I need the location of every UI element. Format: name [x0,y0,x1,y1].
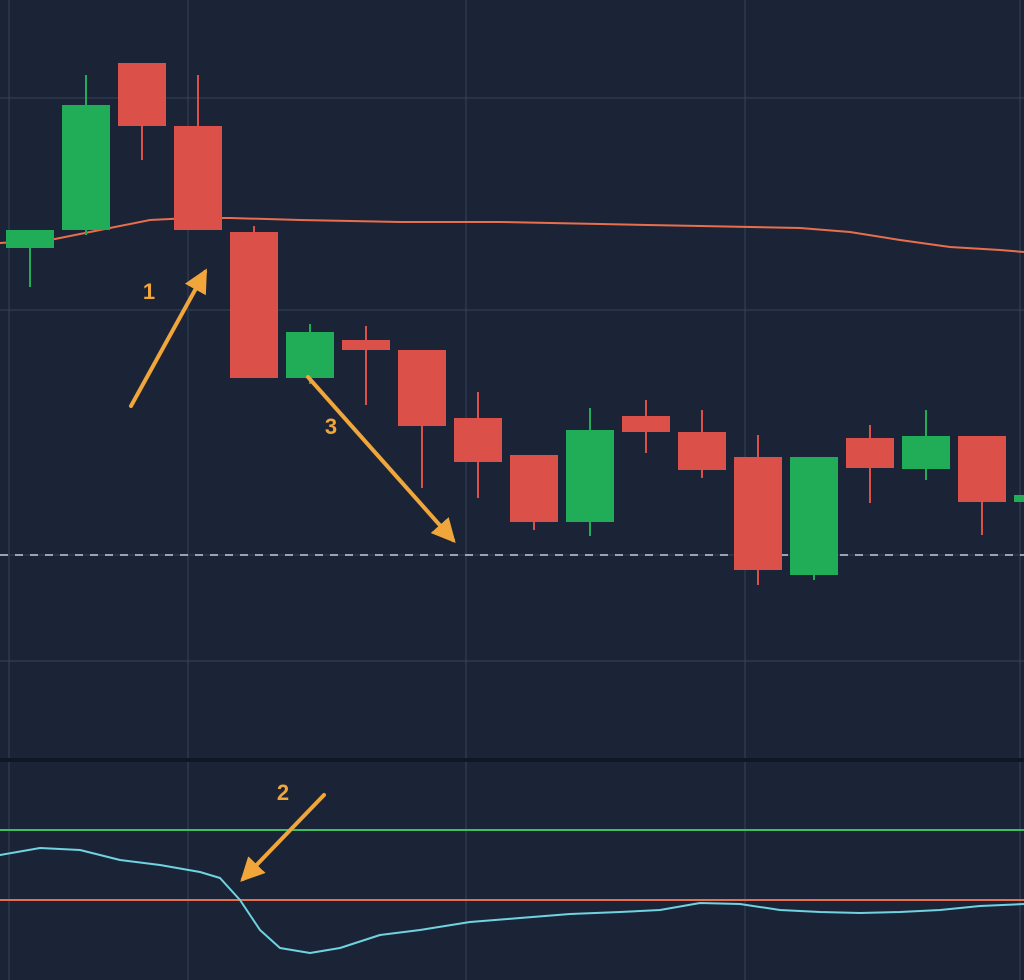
candle-body [286,332,334,378]
chart-svg[interactable] [0,0,1024,980]
candle-body [1014,495,1024,502]
candle[interactable] [734,435,782,585]
candle-body [958,436,1006,502]
candle[interactable] [286,324,334,384]
candle-body [678,432,726,470]
candle-body [62,105,110,230]
candle-body [846,438,894,468]
candle-body [118,63,166,126]
candle-body [174,126,222,230]
candle-body [622,416,670,432]
candle-body [790,457,838,575]
candle-body [902,436,950,469]
panel-divider [0,758,1024,762]
candle[interactable] [510,455,558,530]
candle-body [230,232,278,378]
candle-body [6,230,54,248]
candle-body [342,340,390,350]
candle-body [398,350,446,426]
candle[interactable] [230,226,278,378]
candle-body [566,430,614,522]
candle-body [454,418,502,462]
candle[interactable] [790,457,838,580]
trading-chart[interactable]: 123 [0,0,1024,980]
candle-body [734,457,782,570]
candle-body [510,455,558,522]
